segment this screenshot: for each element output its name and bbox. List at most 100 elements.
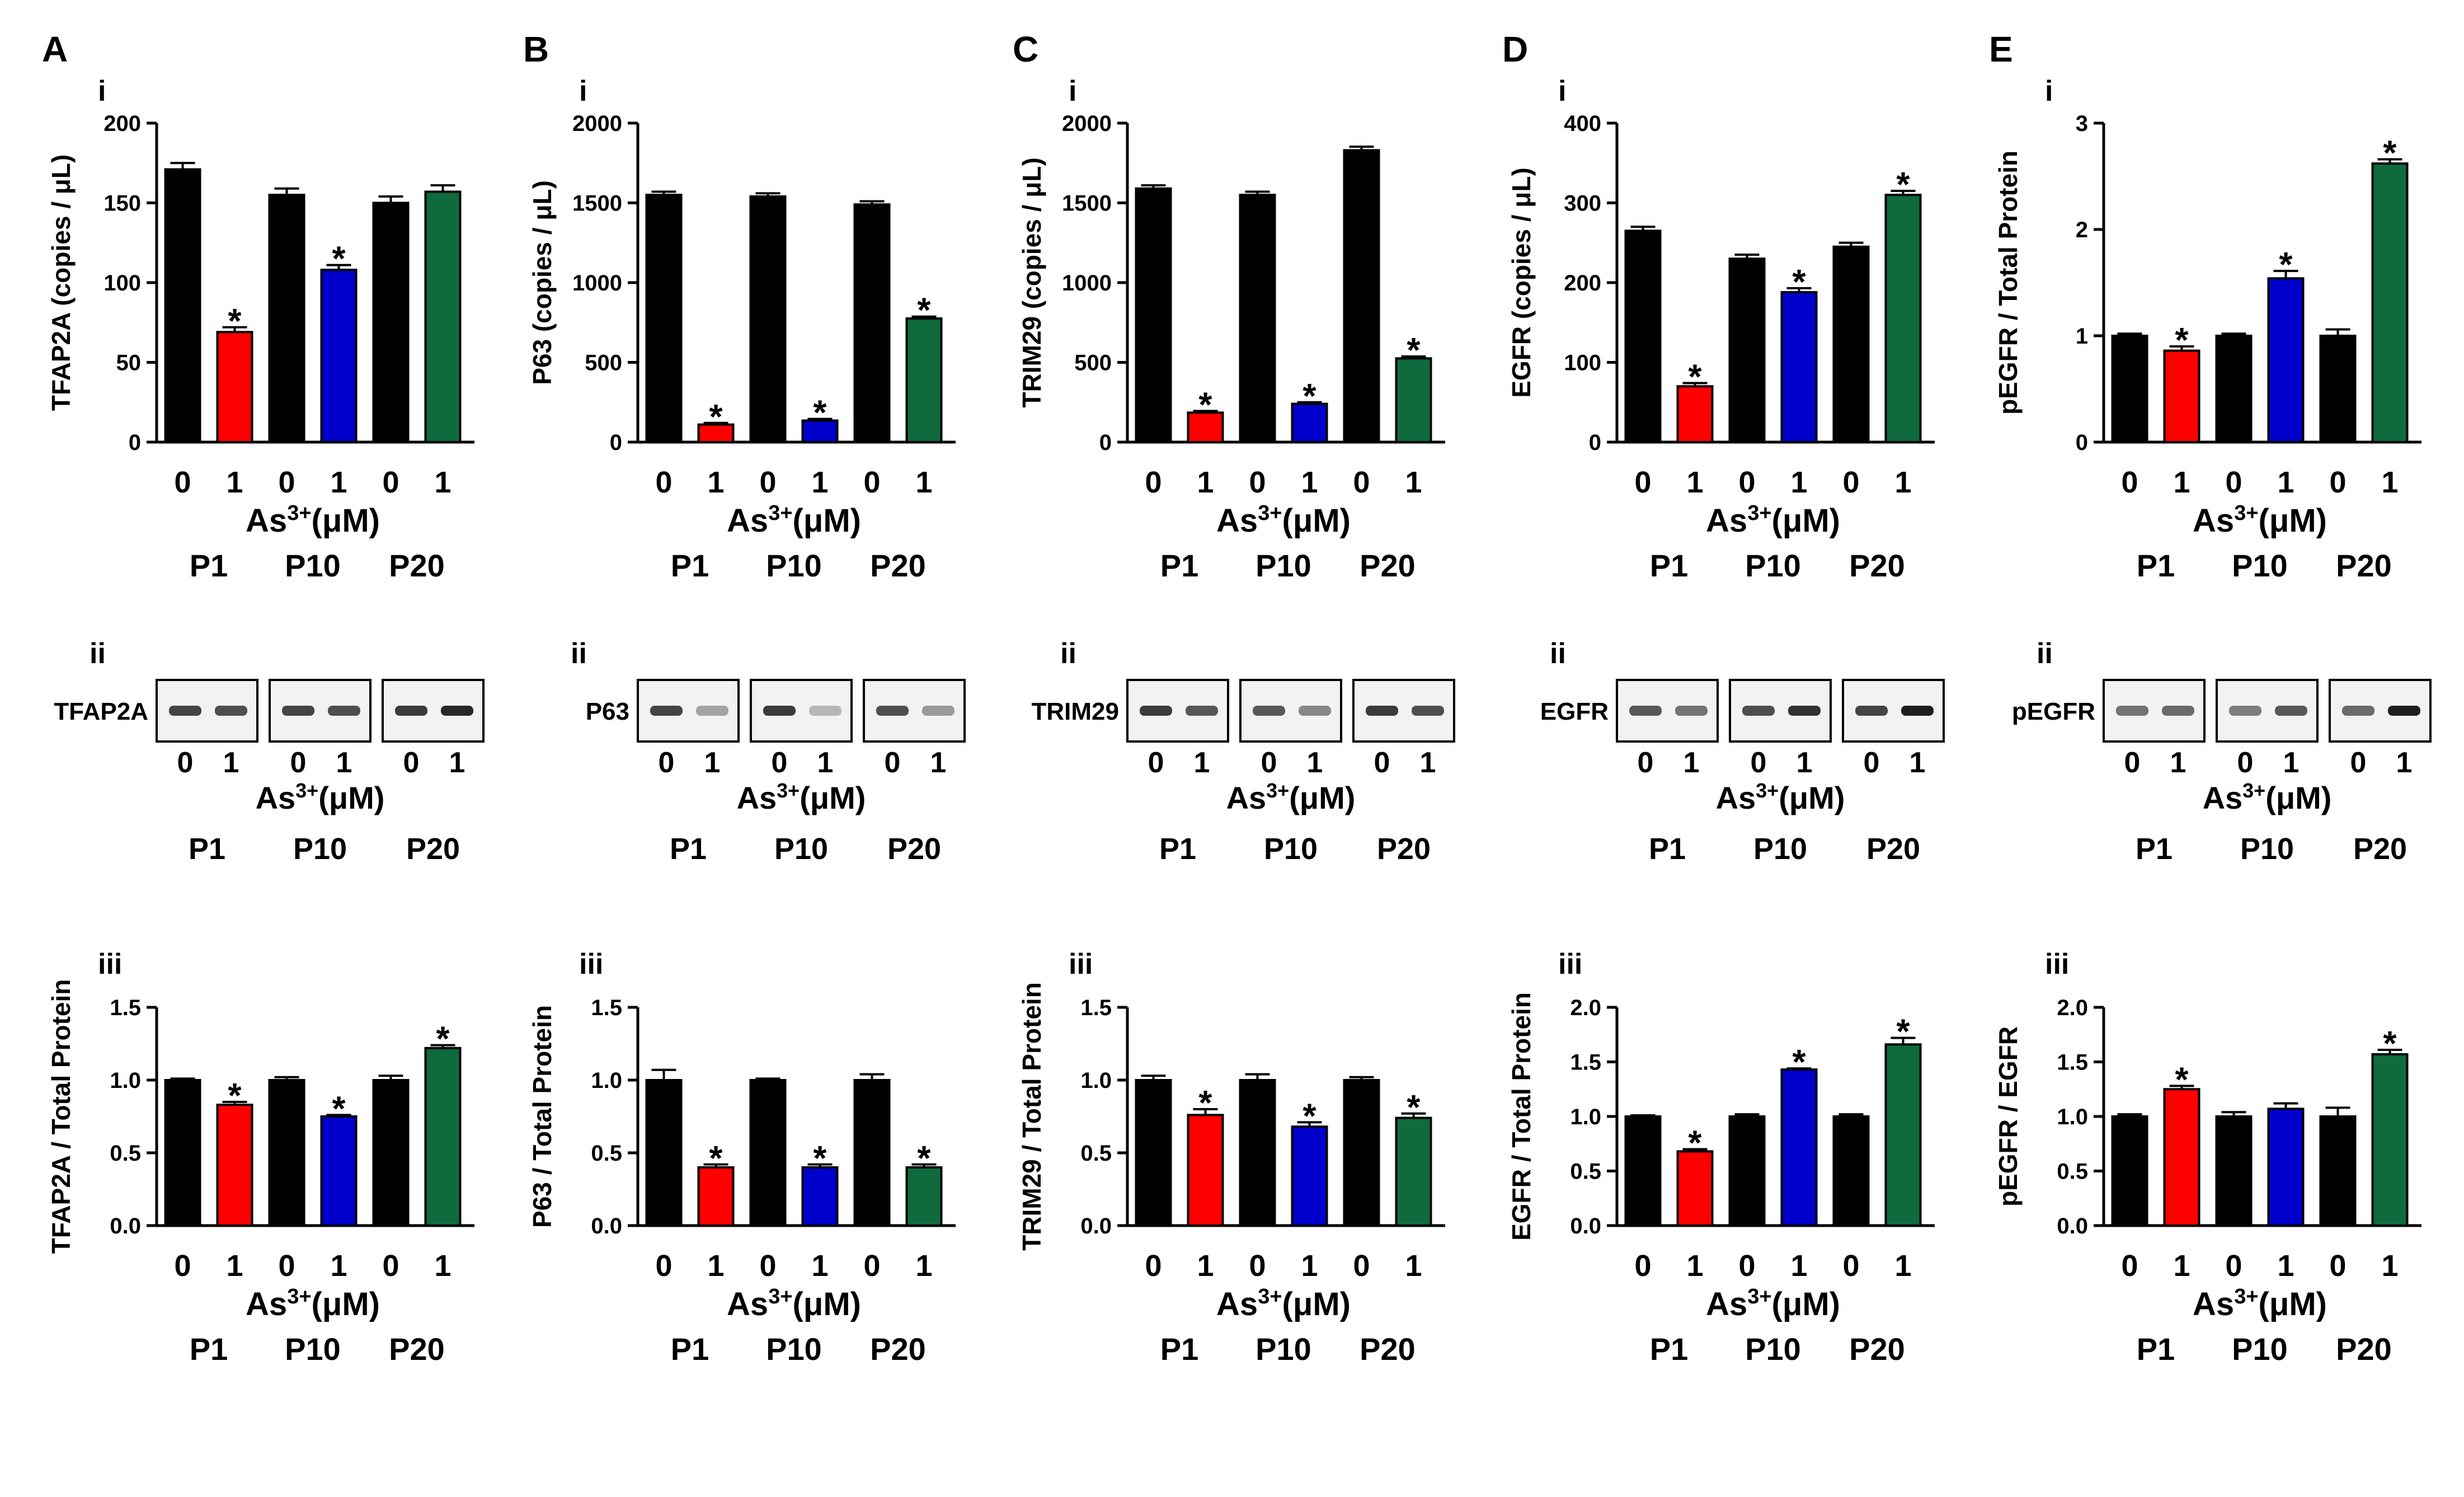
y-tick-label: 0.5 — [1080, 1141, 1112, 1166]
blot-band — [1299, 706, 1331, 716]
blot-protein-label: pEGFR — [2012, 698, 2095, 725]
y-tick-label: 2.0 — [2057, 996, 2088, 1020]
y-tick-label: 1500 — [572, 191, 622, 216]
y-axis-label: TRIM29 / Total Protein — [1017, 982, 1046, 1251]
dose-tick-label: 0 — [1842, 466, 1859, 499]
dose-tick-label: 1 — [1686, 1249, 1703, 1283]
y-tick-label: 1.0 — [2057, 1105, 2088, 1129]
bar — [905, 317, 943, 443]
bar — [2163, 349, 2200, 443]
dose-tick-label: 0 — [863, 466, 880, 499]
significance-star: * — [1792, 1043, 1806, 1082]
blot-protein-label: TRIM29 — [1032, 698, 1119, 725]
bar — [2319, 1115, 2357, 1227]
y-tick-label: 0 — [129, 430, 141, 455]
y-tick-label: 300 — [1564, 191, 1601, 216]
dose-tick-label: 1 — [2173, 466, 2190, 499]
dose-tick-label: 1 — [1197, 466, 1214, 499]
dose-tick-label: 1 — [2173, 1249, 2190, 1283]
dose-tick-label: 1 — [915, 1249, 932, 1283]
dose-tick-label: 0 — [382, 1249, 399, 1283]
bar — [1884, 194, 1922, 443]
passage-label-P10: P10 — [2240, 832, 2294, 866]
bar — [1135, 187, 1172, 443]
dose-tick-label: 0 — [1842, 1249, 1859, 1283]
dose-tick-label: 0 — [2124, 747, 2141, 779]
bar — [853, 203, 891, 443]
dose-axis-label: As3+(μM) — [1216, 501, 1351, 539]
passage-label-P10: P10 — [2232, 548, 2288, 583]
bar — [372, 1079, 410, 1227]
blot-band — [876, 706, 909, 716]
y-tick-label: 150 — [104, 191, 141, 216]
bar — [853, 1079, 891, 1227]
section-label: i — [1069, 75, 1076, 107]
blot-band — [215, 706, 247, 716]
dose-tick-label: 0 — [1634, 466, 1651, 499]
significance-star: * — [813, 394, 827, 433]
chart-A-i: i 0 50 100 150 200 TFAP2A (copies / μL) * * 0 1 0 1 0… — [46, 75, 474, 583]
dose-tick-label: 0 — [885, 747, 901, 779]
dose-tick-label: 1 — [434, 466, 451, 499]
dose-tick-label: 0 — [1148, 747, 1164, 779]
dose-tick-label: 0 — [2121, 466, 2138, 499]
dose-tick-label: 1 — [811, 1249, 828, 1283]
bar — [2111, 335, 2148, 443]
dose-tick-label: 0 — [1145, 466, 1162, 499]
significance-star: * — [709, 398, 723, 437]
bar — [1832, 1115, 1870, 1227]
dose-axis-label: As3+(μM) — [1226, 779, 1356, 816]
section-label: i — [2045, 75, 2053, 107]
dose-tick-label: 1 — [707, 1249, 724, 1283]
passage-label-P10: P10 — [2232, 1331, 2288, 1367]
bar — [268, 194, 305, 443]
section-label: iii — [1558, 948, 1582, 980]
bar — [1884, 1043, 1922, 1227]
y-tick-label: 0.5 — [110, 1141, 141, 1166]
blot-band — [2388, 706, 2420, 716]
dose-tick-label: 1 — [1797, 747, 1813, 779]
dose-tick-label: 0 — [2237, 747, 2254, 779]
bar — [164, 1079, 201, 1227]
dose-tick-label: 1 — [2277, 466, 2294, 499]
passage-label-P1: P1 — [1160, 548, 1199, 583]
dose-tick-label: 1 — [1790, 1249, 1807, 1283]
dose-tick-label: 0 — [1638, 747, 1654, 779]
dose-tick-label: 1 — [1301, 466, 1318, 499]
passage-label-P10: P10 — [1255, 1331, 1311, 1367]
y-tick-label: 0 — [1099, 430, 1112, 455]
dose-tick-label: 1 — [2381, 1249, 2398, 1283]
bar — [1728, 257, 1766, 443]
passage-label-P10: P10 — [766, 1331, 822, 1367]
bar — [424, 1047, 462, 1227]
significance-star: * — [1792, 263, 1806, 302]
passage-label-P1: P1 — [1650, 548, 1689, 583]
bar — [1676, 1150, 1714, 1227]
passage-label-P20: P20 — [389, 1331, 445, 1367]
passage-label-P10: P10 — [766, 548, 822, 583]
section-label: iii — [2045, 948, 2069, 980]
blot-band — [169, 706, 201, 716]
bar — [2267, 1108, 2305, 1227]
passage-label-P1: P1 — [1160, 1331, 1199, 1367]
bar — [2215, 335, 2253, 443]
passage-label-P1: P1 — [671, 548, 709, 583]
bar — [2371, 162, 2409, 443]
bar — [372, 201, 410, 443]
y-tick-label: 1.5 — [1570, 1050, 1601, 1075]
bar — [268, 1079, 305, 1227]
bar — [1676, 385, 1714, 443]
dose-axis-label: As3+(μM) — [727, 501, 861, 539]
blot-band — [2342, 706, 2374, 716]
dose-tick-label: 1 — [449, 747, 465, 779]
bar — [216, 1104, 253, 1227]
y-tick-label: 50 — [116, 351, 142, 376]
bar — [1624, 1115, 1662, 1227]
dose-tick-label: 0 — [278, 466, 295, 499]
passage-label-P20: P20 — [870, 548, 926, 583]
dose-axis-label: As3+(μM) — [737, 779, 866, 816]
section-label: i — [579, 75, 587, 107]
dose-tick-label: 1 — [1894, 1249, 1911, 1283]
dose-tick-label: 1 — [1307, 747, 1323, 779]
